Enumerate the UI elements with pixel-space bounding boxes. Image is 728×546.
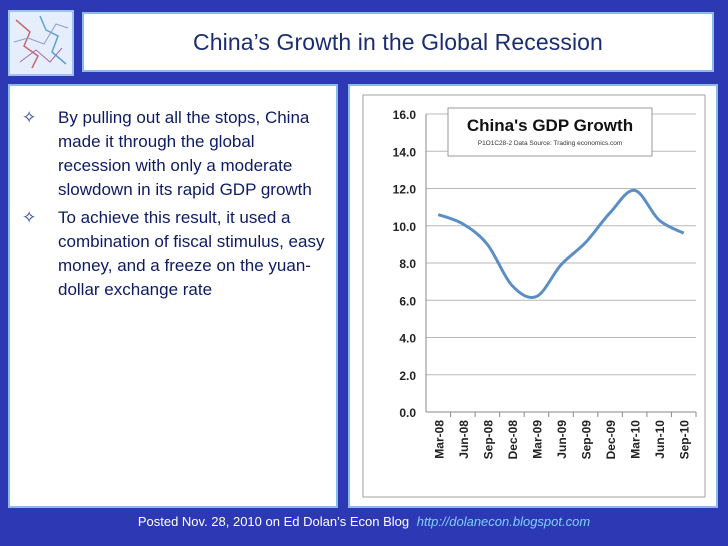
- y-tick-label: 12.0: [393, 183, 417, 197]
- chart-subtitle: P1O1C28-2 Data Source: Trading economics…: [478, 140, 623, 147]
- gdp-growth-chart: 0.0 2.0 4.0 6.0 8.0 10.0 12.0 14.0 16.0 Mar-08 Jun…: [362, 94, 706, 498]
- bullet-text: To achieve this result, it used a combin…: [58, 208, 325, 299]
- x-tick-label: Dec-09: [604, 420, 618, 460]
- map-sketch-icon: [13, 15, 69, 69]
- hollow-diamond-star-icon: ✧: [22, 208, 37, 227]
- footer: Posted Nov. 28, 2010 on Ed Dolan’s Econ …: [0, 514, 728, 529]
- footer-link[interactable]: http://dolanecon.blogspot.com: [416, 514, 591, 529]
- footer-text: Posted Nov. 28, 2010 on Ed Dolan’s Econ …: [137, 514, 410, 529]
- chart-title-box: [447, 107, 653, 157]
- x-tick-label: Sep-08: [481, 420, 495, 460]
- x-tick-label: Dec-08: [506, 420, 520, 460]
- y-tick-label: 16.0: [393, 108, 417, 122]
- hollow-diamond-star-icon: ✧: [22, 108, 37, 127]
- bullet-item: ✧ To achieve this result, it used a comb…: [20, 206, 330, 302]
- bullet-list: ✧ By pulling out all the stops, China ma…: [20, 106, 330, 306]
- slide-title: China’s Growth in the Global Recession: [193, 28, 603, 55]
- y-tick-label: 0.0: [399, 406, 416, 420]
- y-tick-label: 8.0: [399, 257, 416, 271]
- y-tick-label: 10.0: [393, 220, 417, 234]
- y-tick-label: 4.0: [399, 332, 416, 346]
- bullet-item: ✧ By pulling out all the stops, China ma…: [20, 106, 330, 202]
- x-tick-label: Mar-10: [629, 420, 643, 459]
- chart-title: China's GDP Growth: [467, 116, 633, 135]
- x-tick-label: Jun-10: [653, 420, 667, 459]
- y-tick-label: 6.0: [399, 294, 416, 308]
- bullet-text: By pulling out all the stops, China made…: [58, 108, 312, 199]
- y-tick-label: 2.0: [399, 369, 416, 383]
- x-tick-label: Jun-08: [457, 420, 471, 459]
- y-tick-label: 14.0: [393, 145, 417, 159]
- x-tick-label: Mar-08: [432, 420, 446, 459]
- x-tick-label: Jun-09: [555, 420, 569, 459]
- title-bar: China’s Growth in the Global Recession: [82, 12, 714, 72]
- logo-thumbnail: [8, 10, 74, 76]
- x-tick-label: Sep-09: [580, 420, 594, 460]
- text-panel: [8, 84, 338, 508]
- x-tick-label: Sep-10: [678, 420, 692, 460]
- x-tick-label: Mar-09: [530, 420, 544, 459]
